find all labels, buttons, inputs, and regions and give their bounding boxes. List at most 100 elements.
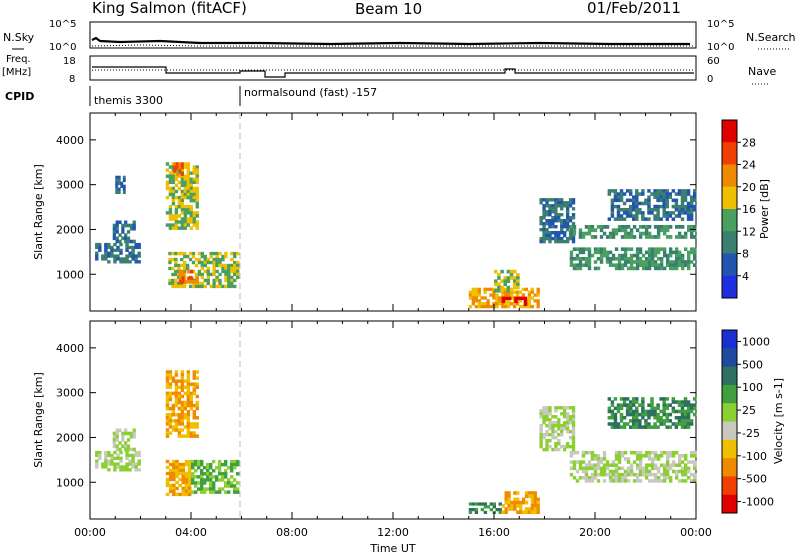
colorbar-tick-label: -500 <box>742 473 767 486</box>
date-title: 01/Feb/2011 <box>587 0 681 17</box>
power-colorbar-label: Power [dB] <box>758 179 771 239</box>
scatter-region <box>569 450 697 483</box>
y-tick-label: 4000 <box>56 342 84 355</box>
nsky-trace <box>91 36 690 46</box>
colorbar-segment <box>722 120 737 143</box>
cpid-label: CPID <box>5 90 34 103</box>
nave-tick-high: 60 <box>707 56 720 67</box>
colorbar-segment <box>722 186 737 210</box>
velocity-colorbar: Velocity [m s-1] 1000 500 100 25 -25 -100 -500… <box>721 329 785 514</box>
nsearch-tick-low: 10^0 <box>707 42 734 53</box>
nsearch-trace <box>91 44 694 47</box>
scatter-region <box>501 296 528 307</box>
nsky-tick-high: 10^5 <box>49 19 76 30</box>
scatter-region <box>569 247 697 271</box>
scatter-region <box>468 502 502 515</box>
x-tick-label: 20:00 <box>579 526 611 539</box>
y-tick-label: 3000 <box>56 179 84 192</box>
colorbar-segment <box>722 494 737 514</box>
scatter-region <box>95 242 141 264</box>
scatter-region <box>112 428 136 452</box>
freq-tick-low: 8 <box>69 74 75 85</box>
colorbar-segment <box>722 458 737 477</box>
colorbar-segment <box>722 275 737 299</box>
y-tick-label: 2000 <box>56 431 84 444</box>
scatter-region <box>168 251 240 289</box>
scatter-region <box>165 459 192 497</box>
colorbar-segment <box>722 164 737 188</box>
colorbar-segment <box>722 142 737 165</box>
noise-panel: N.Sky 10^5 10^0 10^5 10^0 N.Search <box>3 19 796 53</box>
colorbar-tick-label: 20 <box>742 181 756 194</box>
cpid-bar: CPID themis 3300 normalsound (fast) -157 <box>5 86 377 107</box>
velocity-panel: 4000 3000 2000 1000 00:00 04:00 08:00 12:00 16:… <box>32 320 712 554</box>
colorbar-tick-label: -100 <box>742 450 767 463</box>
power-ylabel: Slant Range [km] <box>32 164 45 260</box>
velocity-ylabel: Slant Range [km] <box>32 372 45 468</box>
colorbar-tick-label: 25 <box>742 404 756 417</box>
colorbar-segment <box>722 384 737 404</box>
scatter-region <box>607 189 697 221</box>
scatter-region <box>607 397 697 429</box>
y-tick-label: 1000 <box>56 268 84 281</box>
freq-panel: Freq. [MHz] 18 8 60 0 Nave <box>2 54 776 85</box>
power-colorbar: Power [dB] 28 24 20 16 12 8 4 <box>721 119 771 299</box>
velocity-colorbar-label: Velocity [m s-1] <box>772 378 785 464</box>
colorbar-segment <box>722 209 737 232</box>
colorbar-segment <box>722 231 737 254</box>
beam-title: Beam 10 <box>355 0 422 18</box>
colorbar-segment <box>722 366 737 386</box>
colorbar-tick-label: 8 <box>742 248 749 261</box>
colorbar-tick-label: 24 <box>742 159 756 172</box>
scatter-region <box>173 162 184 177</box>
colorbar-tick-label: 4 <box>742 270 749 283</box>
colorbar-segment <box>722 421 737 441</box>
x-tick-label: 12:00 <box>377 526 409 539</box>
scatter-region <box>501 491 540 515</box>
scatter-region <box>112 220 136 244</box>
freq-label-bottom: [MHz] <box>2 67 31 78</box>
freq-trace <box>92 66 694 78</box>
scatter-region <box>494 269 520 293</box>
x-tick-label: 00:00 <box>74 526 106 539</box>
station-title: King Salmon (fitACF) <box>92 0 247 17</box>
colorbar-tick-label: -1000 <box>742 496 774 509</box>
colorbar-segment <box>722 403 737 422</box>
colorbar-segment <box>722 253 737 277</box>
y-tick-label: 1000 <box>56 476 84 489</box>
nsky-tick-low: 10^0 <box>49 42 76 53</box>
freq-tick-high: 18 <box>63 56 76 67</box>
colorbar-segment <box>722 439 737 459</box>
colorbar-tick-label: 28 <box>742 136 756 149</box>
time-xlabel: Time UT <box>369 542 415 554</box>
nsearch-label: N.Search <box>746 31 796 44</box>
colorbar-segment <box>722 348 737 368</box>
cpid-segment-1: normalsound (fast) -157 <box>244 86 377 99</box>
nave-label: Nave <box>748 65 776 78</box>
colorbar-tick-label: 12 <box>742 225 756 238</box>
colorbar-tick-label: 1000 <box>742 335 770 348</box>
y-tick-label: 3000 <box>56 387 84 400</box>
x-tick-label: 08:00 <box>276 526 308 539</box>
x-tick-label: 04:00 <box>175 526 207 539</box>
colorbar-segment <box>722 330 737 349</box>
scatter-region <box>165 370 199 438</box>
scatter-region <box>569 224 697 239</box>
scatter-region <box>539 198 576 244</box>
y-tick-label: 2000 <box>56 223 84 236</box>
cpid-segment-0: themis 3300 <box>94 94 163 107</box>
scatter-region <box>191 459 240 494</box>
x-tick-label: 00:00 <box>680 526 712 539</box>
scatter-region <box>539 406 576 452</box>
colorbar-tick-label: 16 <box>742 203 756 216</box>
x-tick-label: 16:00 <box>478 526 510 539</box>
colorbar-tick-label: -25 <box>742 427 760 440</box>
nsky-label: N.Sky <box>3 31 35 44</box>
freq-label-top: Freq. <box>6 54 31 65</box>
y-tick-label: 4000 <box>56 134 84 147</box>
colorbar-tick-label: 500 <box>742 358 763 371</box>
colorbar-segment <box>722 476 737 496</box>
nsearch-tick-high: 10^5 <box>707 19 734 30</box>
scatter-region <box>178 269 199 284</box>
